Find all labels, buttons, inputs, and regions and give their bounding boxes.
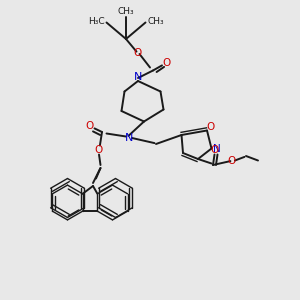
Text: H₃C: H₃C: [88, 16, 105, 26]
Text: O: O: [206, 122, 215, 133]
Text: O: O: [86, 121, 94, 131]
Text: O: O: [134, 47, 142, 58]
Text: N: N: [134, 71, 142, 82]
Text: O: O: [162, 58, 171, 68]
Text: N: N: [125, 133, 133, 143]
Text: N: N: [213, 143, 221, 154]
Text: CH₃: CH₃: [118, 8, 134, 16]
Text: O: O: [228, 156, 236, 167]
Text: O: O: [95, 145, 103, 155]
Text: CH₃: CH₃: [147, 16, 164, 26]
Text: O: O: [210, 145, 219, 155]
